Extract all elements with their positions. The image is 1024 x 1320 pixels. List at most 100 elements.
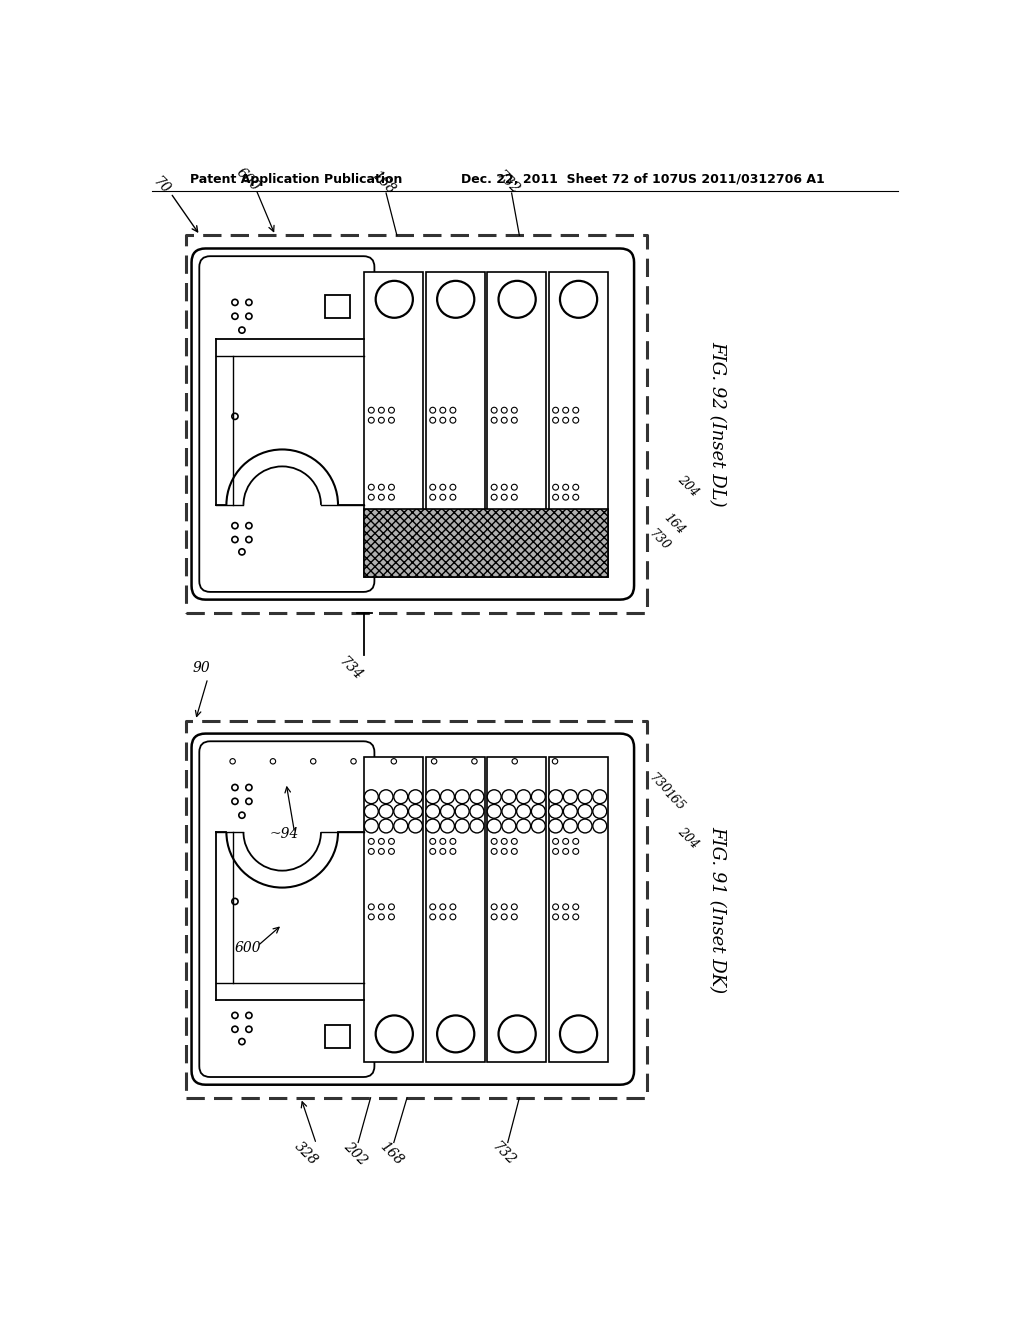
Circle shape [512,759,517,764]
Circle shape [440,408,445,413]
Circle shape [430,913,435,920]
Circle shape [231,413,238,420]
Circle shape [246,784,252,791]
Circle shape [379,408,384,413]
Circle shape [560,1015,597,1052]
Circle shape [231,784,238,791]
Circle shape [470,818,484,833]
Circle shape [549,789,562,804]
Circle shape [502,849,507,854]
Circle shape [270,759,275,764]
Text: 70: 70 [151,174,173,197]
Circle shape [563,904,568,909]
Circle shape [369,417,374,424]
Circle shape [388,417,394,424]
Circle shape [553,904,558,909]
Circle shape [492,417,497,424]
Circle shape [246,799,252,804]
Circle shape [431,759,437,764]
Circle shape [511,849,517,854]
Text: 204: 204 [675,473,700,499]
Circle shape [379,838,384,845]
Bar [365,272,424,577]
Circle shape [593,789,607,804]
Circle shape [379,789,393,804]
Circle shape [511,913,517,920]
Circle shape [351,759,356,764]
Text: 168: 168 [377,1139,406,1168]
Circle shape [511,838,517,845]
Circle shape [430,484,435,490]
Circle shape [369,494,374,500]
Circle shape [239,812,245,818]
Circle shape [531,818,546,833]
Circle shape [553,484,558,490]
Circle shape [579,804,592,818]
Circle shape [492,904,497,909]
Circle shape [563,408,568,413]
Circle shape [450,417,456,424]
Circle shape [430,838,435,845]
Circle shape [531,804,546,818]
Circle shape [511,408,517,413]
Circle shape [231,536,238,543]
Circle shape [426,804,439,818]
Circle shape [246,1026,252,1032]
Circle shape [369,838,374,845]
Circle shape [492,913,497,920]
Circle shape [517,804,530,818]
Circle shape [388,838,394,845]
Circle shape [560,281,597,318]
Circle shape [231,1012,238,1019]
Circle shape [239,1039,245,1044]
Circle shape [388,904,394,909]
Circle shape [563,818,578,833]
Circle shape [472,759,477,764]
Bar [549,756,607,1061]
Circle shape [231,1026,238,1032]
Circle shape [563,913,568,920]
Circle shape [579,818,592,833]
Circle shape [440,838,445,845]
Circle shape [572,494,579,500]
Bar [549,272,607,577]
Circle shape [430,417,435,424]
Circle shape [572,838,579,845]
Circle shape [549,818,562,833]
Bar [365,508,607,577]
Circle shape [369,849,374,854]
Circle shape [531,789,546,804]
Circle shape [563,838,568,845]
Circle shape [379,484,384,490]
Circle shape [450,494,456,500]
Circle shape [450,904,456,909]
Circle shape [502,494,507,500]
Circle shape [440,417,445,424]
Circle shape [502,484,507,490]
Text: 204: 204 [675,825,700,851]
Circle shape [456,804,469,818]
Circle shape [563,417,568,424]
Text: 734: 734 [336,653,365,682]
Circle shape [492,408,497,413]
Circle shape [230,759,236,764]
Circle shape [231,799,238,804]
Circle shape [379,818,393,833]
Circle shape [369,904,374,909]
Text: ~94: ~94 [270,828,299,841]
Circle shape [437,1015,474,1052]
Circle shape [553,494,558,500]
Circle shape [492,484,497,490]
Circle shape [517,789,530,804]
Circle shape [365,804,378,818]
Circle shape [388,849,394,854]
Circle shape [572,913,579,920]
Circle shape [239,327,245,333]
Bar [426,272,485,577]
Circle shape [440,804,455,818]
Circle shape [470,789,484,804]
Circle shape [369,913,374,920]
Circle shape [437,281,474,318]
Circle shape [365,818,378,833]
Circle shape [430,494,435,500]
